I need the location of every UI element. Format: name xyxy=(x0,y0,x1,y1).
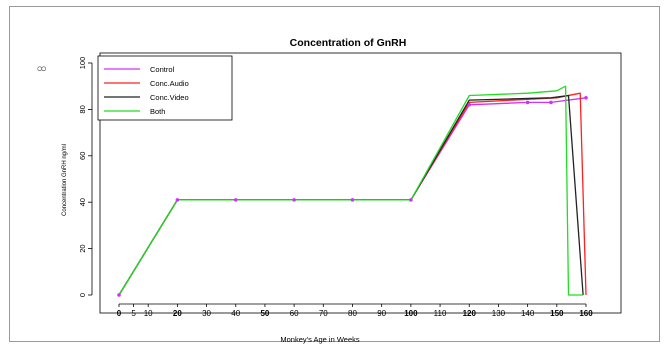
data-point xyxy=(584,96,588,100)
x-tick-label: 140 xyxy=(521,309,535,318)
legend: Control Conc.Audio Conc.Video Both xyxy=(97,55,233,121)
data-point xyxy=(525,100,530,105)
series-layer xyxy=(117,85,588,297)
series-line-conc-audio xyxy=(118,92,587,296)
x-tick-label: 90 xyxy=(377,309,386,318)
x-tick-label: 50 xyxy=(260,309,269,318)
legend-label: Both xyxy=(150,107,165,116)
data-point xyxy=(292,198,296,202)
plot-area-border xyxy=(99,52,622,314)
y-tick-label: 100 xyxy=(78,57,87,70)
series-line-conc-video xyxy=(118,94,584,296)
x-axis-label: Monkey's Age in Weeks xyxy=(280,335,359,344)
data-point xyxy=(409,198,413,202)
series-line-control xyxy=(118,97,587,296)
x-tick-label: 130 xyxy=(492,309,506,318)
x-tick-label: 40 xyxy=(231,309,240,318)
data-point xyxy=(467,102,472,107)
x-tick-label: 150 xyxy=(550,309,564,318)
x-tick-label: 160 xyxy=(579,309,593,318)
series-line-both xyxy=(118,85,584,296)
x-tick-label: 70 xyxy=(319,309,328,318)
stray-glyph: ထ xyxy=(37,63,47,74)
x-tick-label: 110 xyxy=(434,309,447,318)
x-tick-label: 120 xyxy=(463,309,477,318)
y-tick-label: 40 xyxy=(78,198,87,206)
x-tick-label: 60 xyxy=(290,309,299,318)
data-point xyxy=(350,198,355,202)
y-axis: 0 20 40 60 80 100 xyxy=(78,57,93,297)
chart-title: Concentration of GnRH xyxy=(290,37,407,49)
x-axis: 0 5 10 20 30 40 50 60 70 80 90 100 110 120 130 140 150 16… xyxy=(117,303,593,318)
legend-label: Conc.Video xyxy=(150,93,189,102)
x-tick-label: 80 xyxy=(348,309,357,318)
x-tick-label: 100 xyxy=(404,309,418,318)
data-point xyxy=(117,293,121,297)
x-tick-label: 10 xyxy=(144,309,153,318)
legend-label: Control xyxy=(150,65,175,74)
x-tick-label: 30 xyxy=(202,309,211,318)
y-axis-label: Concentration GnRH ng/ml xyxy=(62,144,68,216)
x-tick-label: 0 xyxy=(117,309,122,318)
x-tick-label: 5 xyxy=(131,309,136,318)
y-tick-label: 60 xyxy=(78,152,87,160)
y-tick-label: 80 xyxy=(78,105,87,113)
legend-box xyxy=(97,55,233,121)
legend-label: Conc.Audio xyxy=(150,79,189,88)
data-point xyxy=(549,100,553,105)
data-point xyxy=(233,198,238,202)
x-tick-label: 20 xyxy=(173,309,182,318)
y-tick-label: 20 xyxy=(78,244,87,252)
data-point xyxy=(175,198,180,202)
y-tick-label: 0 xyxy=(78,293,87,297)
